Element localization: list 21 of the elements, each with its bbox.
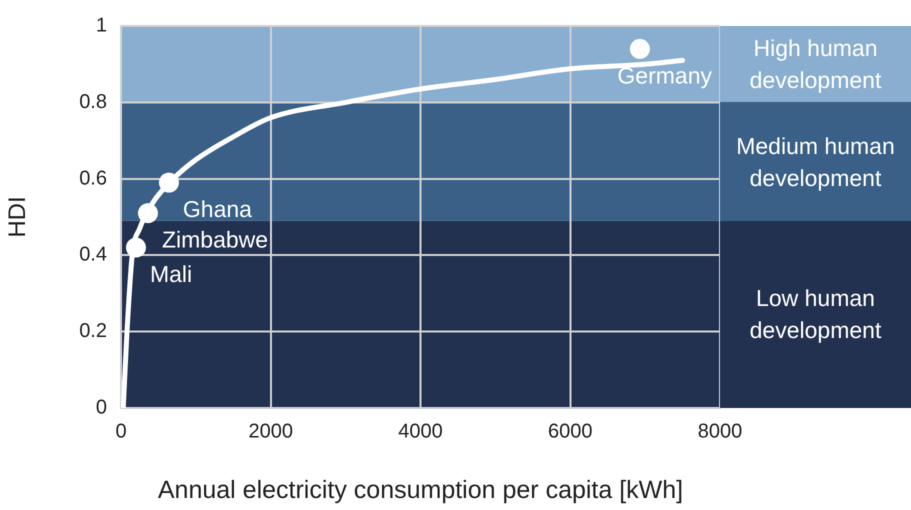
y-tick-label: 0.8: [79, 90, 107, 113]
y-tick-label: 0.2: [79, 320, 107, 342]
annotation: Zimbabwe: [162, 226, 268, 253]
band-label: Low human development: [748, 284, 882, 346]
x-axis-title: Annual electricity consumption per capita [kWh]: [158, 476, 684, 504]
x-tick-label: 4000: [398, 420, 443, 443]
x-tick-label: 6000: [548, 420, 592, 443]
y-tick-label: 0: [96, 396, 107, 419]
point: [630, 38, 650, 59]
y-tick-label: 0.4: [79, 244, 107, 266]
y-axis-title: HDI: [4, 196, 32, 238]
band-label: High human development: [748, 34, 882, 96]
annotation: Mali: [150, 260, 192, 287]
annotation: Ghana: [182, 196, 252, 222]
annotation: Germany: [617, 62, 712, 88]
x-tick-label: 8000: [698, 420, 742, 443]
band-label: Medium human development: [735, 132, 896, 193]
y-tick-label: 1: [96, 14, 107, 37]
x-tick-label: 0: [115, 420, 127, 443]
y-tick-label: 0.6: [79, 167, 107, 190]
x-tick-label: 2000: [248, 420, 293, 443]
